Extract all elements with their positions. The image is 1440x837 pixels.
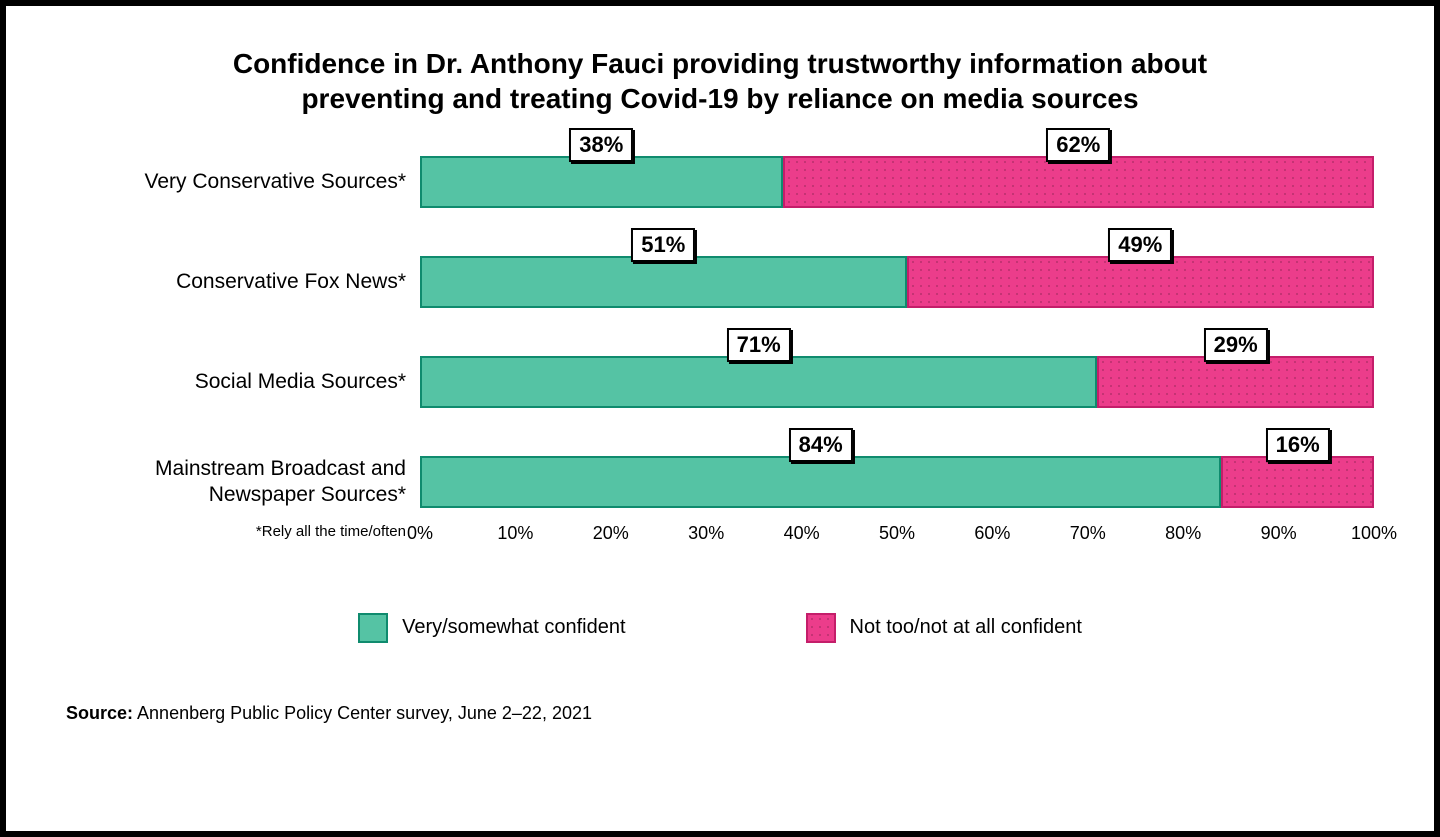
- legend-label: Very/somewhat confident: [402, 616, 625, 639]
- x-axis: 0% 10% 20% 30% 40% 50% 60% 70% 80% 90% 1…: [420, 523, 1374, 543]
- source-line: Source: Annenberg Public Policy Center s…: [66, 703, 1374, 724]
- x-tick: 100%: [1351, 523, 1397, 544]
- category-label: Social Media Sources*: [66, 369, 420, 395]
- bar-not-confident: [783, 156, 1374, 208]
- chart-frame: Confidence in Dr. Anthony Fauci providin…: [0, 0, 1440, 837]
- axis-footnote: *Rely all the time/often: [66, 523, 420, 540]
- category-label: Mainstream Broadcast and Newspaper Sourc…: [66, 456, 420, 509]
- bar-wrap: 71% 29%: [420, 356, 1374, 408]
- bar-not-confident: [1097, 356, 1374, 408]
- value-label-confident: 71%: [727, 328, 791, 362]
- x-axis-row: *Rely all the time/often 0% 10% 20% 30% …: [66, 523, 1374, 543]
- bar-confident: [420, 156, 783, 208]
- category-label: Conservative Fox News*: [66, 269, 420, 295]
- bar-row: Conservative Fox News* 51% 49%: [66, 256, 1374, 308]
- x-tick: 90%: [1261, 523, 1297, 544]
- value-label-confident: 51%: [631, 228, 695, 262]
- legend-swatch-not-confident: [806, 613, 836, 643]
- legend-item-not-confident: Not too/not at all confident: [806, 613, 1082, 643]
- value-label-not-confident: 49%: [1108, 228, 1172, 262]
- source-prefix: Source:: [66, 703, 133, 723]
- x-tick: 20%: [593, 523, 629, 544]
- x-tick: 50%: [879, 523, 915, 544]
- value-label-not-confident: 29%: [1204, 328, 1268, 362]
- x-tick: 40%: [784, 523, 820, 544]
- bar-row: Mainstream Broadcast and Newspaper Sourc…: [66, 456, 1374, 509]
- bar-confident: [420, 456, 1221, 508]
- x-tick: 10%: [497, 523, 533, 544]
- x-tick: 70%: [1070, 523, 1106, 544]
- legend-item-confident: Very/somewhat confident: [358, 613, 625, 643]
- chart-bars: Very Conservative Sources* 38% 62% Conse…: [66, 156, 1374, 509]
- x-tick: 80%: [1165, 523, 1201, 544]
- legend-label: Not too/not at all confident: [850, 616, 1082, 639]
- category-label: Very Conservative Sources*: [66, 169, 420, 195]
- x-tick: 60%: [974, 523, 1010, 544]
- bar-wrap: 38% 62%: [420, 156, 1374, 208]
- source-text: Annenberg Public Policy Center survey, J…: [133, 703, 592, 723]
- chart-title: Confidence in Dr. Anthony Fauci providin…: [170, 46, 1270, 116]
- value-label-confident: 84%: [789, 428, 853, 462]
- bar-wrap: 51% 49%: [420, 256, 1374, 308]
- legend: Very/somewhat confident Not too/not at a…: [66, 613, 1374, 643]
- value-label-not-confident: 62%: [1046, 128, 1110, 162]
- bar-wrap: 84% 16%: [420, 456, 1374, 508]
- legend-swatch-confident: [358, 613, 388, 643]
- bar-not-confident: [907, 256, 1374, 308]
- bar-not-confident: [1221, 456, 1374, 508]
- value-label-confident: 38%: [569, 128, 633, 162]
- bar-confident: [420, 356, 1097, 408]
- bar-row: Social Media Sources* 71% 29%: [66, 356, 1374, 408]
- x-tick: 30%: [688, 523, 724, 544]
- bar-row: Very Conservative Sources* 38% 62%: [66, 156, 1374, 208]
- x-tick: 0%: [407, 523, 433, 544]
- bar-confident: [420, 256, 907, 308]
- value-label-not-confident: 16%: [1266, 428, 1330, 462]
